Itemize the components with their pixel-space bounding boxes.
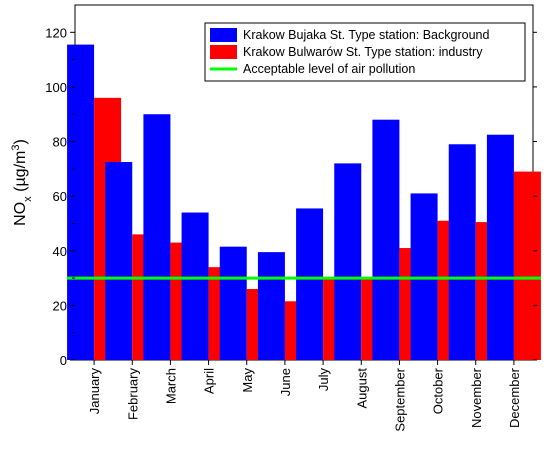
bar-background-february	[105, 162, 133, 360]
legend-label-reference: Acceptable level of air pollution	[243, 62, 415, 76]
legend-label-industry: Krakow Bulwarów St. Type station: indust…	[243, 45, 483, 59]
bar-industry-december	[513, 171, 541, 360]
bar-background-december	[486, 134, 514, 360]
bar-background-july	[296, 208, 324, 360]
bar-background-september	[372, 119, 400, 360]
x-tick-label-december: December	[507, 367, 522, 428]
bar-background-august	[334, 163, 362, 360]
x-tick-label-august: August	[354, 368, 369, 409]
y-tick-label-60: 60	[53, 189, 67, 204]
bar-background-may	[219, 246, 247, 360]
y-tick-label-20: 20	[53, 298, 67, 313]
legend-box	[204, 22, 526, 82]
y-axis-label-subscript: x	[22, 196, 34, 202]
bar-background-april	[181, 212, 209, 360]
bar-background-november	[448, 144, 476, 360]
x-tick-label-may: May	[240, 368, 255, 393]
y-axis-label-superscript: 3	[10, 145, 22, 151]
x-tick-label-july: July	[316, 368, 331, 392]
x-tick-label-april: April	[202, 368, 217, 394]
y-tick-label-0: 0	[60, 353, 67, 368]
legend-swatch-background	[210, 28, 237, 42]
x-tick-label-march: March	[163, 368, 178, 404]
x-tick-label-june: June	[278, 368, 293, 396]
bar-background-june	[257, 252, 285, 360]
x-tick-label-january: January	[87, 368, 102, 415]
y-axis-label-main: NO	[12, 202, 29, 226]
x-tick-label-september: September	[392, 367, 407, 431]
x-tick-label-february: February	[125, 368, 140, 421]
y-tick-label-120: 120	[45, 25, 67, 40]
legend-swatch-industry	[210, 45, 237, 59]
legend-label-background: Krakow Bujaka St. Type station: Backgrou…	[243, 28, 489, 42]
y-tick-label-100: 100	[45, 80, 67, 95]
bar-background-march	[143, 114, 171, 360]
bar-background-january	[67, 44, 95, 360]
x-tick-label-october: October	[431, 367, 446, 414]
y-axis-label-close: )	[12, 139, 29, 144]
y-axis-label: NOx (µg/m3)	[10, 139, 34, 226]
y-tick-label-40: 40	[53, 244, 67, 259]
y-tick-label-80: 80	[53, 135, 67, 150]
y-axis-label-unit: (µg/m	[12, 151, 29, 197]
x-tick-label-november: November	[469, 367, 484, 428]
